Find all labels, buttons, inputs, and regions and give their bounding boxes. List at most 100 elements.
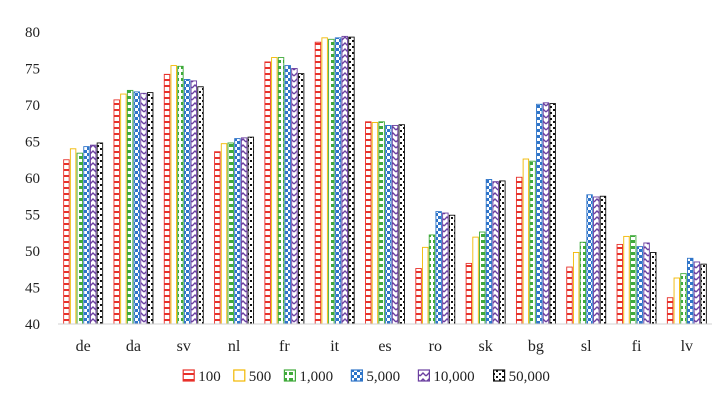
bar-de-1000 [76,152,84,325]
y-tick-label: 40 [25,317,40,333]
bar-da-50000 [147,92,154,325]
bar-nl-100 [214,151,221,325]
bar-sk-1000 [479,231,486,325]
bar-nl-500 [220,143,228,325]
bar-fi-50000 [650,252,657,325]
legend-label-10000: 10,000 [433,369,474,385]
x-category-label: ro [429,338,442,355]
bar-it-100 [314,41,322,325]
legend-label-1000: 1,000 [299,369,333,385]
bar-es-100 [365,121,372,325]
bar-de-100 [63,159,70,325]
y-tick-label: 50 [25,244,40,260]
bar-nl-1000 [227,142,234,325]
bar-lv-10000 [693,261,701,325]
bar-lv-50000 [700,263,707,325]
bar-da-10000 [140,92,147,325]
bar-fr-100 [264,61,271,325]
bar-fi-5000 [636,246,644,325]
bar-de-10000 [90,144,97,325]
bar-da-5000 [133,91,141,325]
bar-sl-100 [566,266,573,325]
bar-bg-50000 [549,103,556,325]
bar-es-50000 [398,124,405,325]
legend-swatch-100 [182,369,195,382]
y-tick-label: 75 [25,62,40,78]
bar-it-10000 [341,35,348,325]
legend-swatch-50000 [493,369,506,382]
bar-fr-50000 [297,73,305,325]
bar-bg-100 [515,176,523,325]
bar-sl-10000 [593,196,600,325]
bar-de-5000 [83,146,90,325]
bar-it-5000 [334,37,342,325]
legend-swatch-10000 [417,369,430,382]
bar-nl-50000 [247,136,255,325]
y-tick-label: 70 [25,98,40,114]
bar-bg-1000 [529,160,536,325]
bar-sv-10000 [190,80,198,325]
bar-ro-50000 [448,214,456,325]
legend: 100 500 1,000 5,000 10,000 50,000 [182,369,550,385]
x-category-label: sv [177,338,191,355]
bar-it-500 [321,37,328,325]
x-category-label: de [76,338,91,355]
bar-da-500 [120,93,127,325]
bar-ro-100 [415,268,422,325]
bar-lv-100 [666,297,674,325]
bar-bg-5000 [536,103,543,325]
legend-swatch-5000 [350,369,363,382]
bar-ro-1000 [428,234,436,325]
x-category-label: lv [681,338,693,355]
x-axis: de da sv nl fr it es ro sk bg sl fi lv [58,323,712,355]
bar-sv-1000 [177,65,184,325]
bar-fi-10000 [643,242,650,325]
bar-es-10000 [391,124,399,325]
bar-da-1000 [126,89,134,325]
bar-sl-5000 [586,194,593,325]
x-category-label: sl [581,338,592,355]
bar-lv-500 [673,277,680,325]
bar-fi-1000 [629,235,637,325]
bar-it-1000 [328,38,335,325]
bar-ro-10000 [442,212,449,325]
bar-fr-1000 [277,57,285,325]
bar-sk-5000 [485,179,493,325]
bar-sv-5000 [183,78,191,325]
bar-de-500 [69,148,77,325]
bar-fi-500 [623,235,630,325]
bar-sk-500 [472,236,479,325]
x-category-label: da [126,338,141,355]
x-category-label: fr [279,338,290,355]
bar-es-5000 [385,124,392,325]
bar-sk-100 [465,262,473,325]
bar-sl-50000 [599,195,607,325]
legend-label-100: 100 [198,369,221,385]
bar-sl-500 [572,252,580,325]
bar-it-50000 [348,36,355,325]
bar-sv-50000 [197,86,204,325]
y-tick-label: 55 [25,208,40,224]
y-tick-label: 60 [25,171,40,187]
bar-es-1000 [378,121,385,325]
legend-label-500: 500 [249,369,271,385]
bar-fi-100 [616,243,623,325]
bar-ro-5000 [435,211,442,325]
legend-label-50000: 50,000 [509,369,550,385]
bar-lv-5000 [686,257,694,325]
bar-sk-50000 [499,180,506,325]
x-category-label: fi [632,338,642,355]
bar-sl-1000 [579,241,587,325]
bar-fr-5000 [284,65,291,325]
bar-es-500 [371,122,379,325]
bar-nl-10000 [240,137,248,325]
bar-sk-10000 [492,181,499,325]
bar-sv-100 [163,73,171,325]
bar-sv-500 [170,65,177,325]
bar-nl-5000 [234,138,241,325]
bar-bg-10000 [542,102,550,325]
x-category-label: sk [478,338,492,355]
bar-de-50000 [96,142,104,325]
y-tick-label: 45 [25,281,40,297]
